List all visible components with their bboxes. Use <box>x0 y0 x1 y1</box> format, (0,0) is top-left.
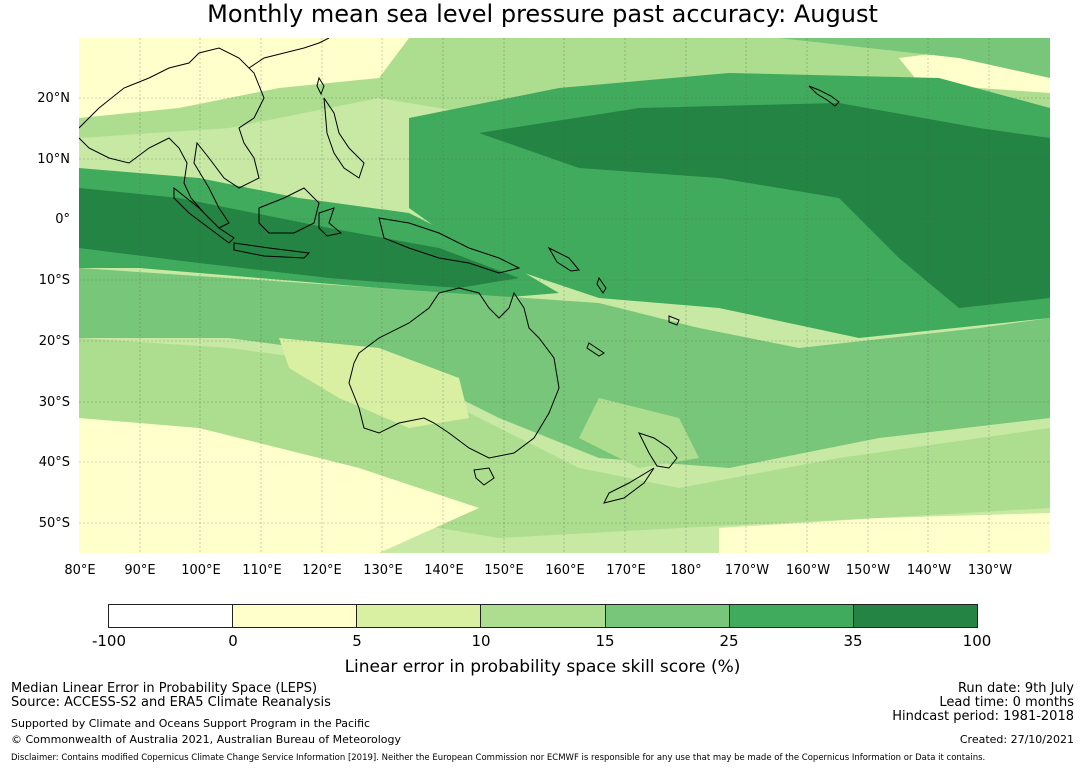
colorbar-tick: 15 <box>595 632 615 650</box>
lon-label: 130°W <box>967 563 1013 578</box>
coast-new-guinea <box>378 217 521 274</box>
colorbar-tick: 25 <box>719 632 739 650</box>
lon-label: 150°W <box>845 563 891 578</box>
colorbar-label: Linear error in probability space skill … <box>344 657 741 677</box>
coast-japan <box>248 38 330 69</box>
lat-label: 20°S <box>38 334 70 349</box>
colorbar-segment <box>109 605 234 627</box>
coast-asia <box>79 47 265 229</box>
coast-vanuatu <box>596 276 607 294</box>
colorbar-tick: 35 <box>843 632 863 650</box>
coast-fiji <box>668 315 680 326</box>
graticule <box>79 38 1050 553</box>
source-text: Source: ACCESS-S2 and ERA5 Climate Reana… <box>11 695 331 710</box>
colorbar-tick: 10 <box>471 632 491 650</box>
hindcast-period: Hindcast period: 1981-2018 <box>892 709 1074 724</box>
lon-label: 100°E <box>181 563 221 578</box>
colorbar-tick: 0 <box>228 632 238 650</box>
lon-label: 140°E <box>424 563 464 578</box>
copyright-text: © Commonwealth of Australia 2021, Austra… <box>11 733 401 746</box>
coast-new-caledonia <box>586 342 605 357</box>
coast-sulawesi <box>318 207 343 237</box>
lat-label: 0° <box>55 212 70 227</box>
colorbar-segment <box>605 605 730 627</box>
lat-label: 40°S <box>38 455 70 470</box>
lat-label: 50°S <box>38 516 70 531</box>
skill-score-map <box>79 38 1050 553</box>
coast-australia <box>348 287 560 459</box>
created-date: Created: 27/10/2021 <box>959 733 1074 746</box>
coast-nz-north <box>638 432 678 469</box>
lat-label: 30°S <box>38 395 70 410</box>
coast-solomons <box>547 246 580 272</box>
coast-taiwan <box>316 76 325 96</box>
lon-label: 160°E <box>545 563 585 578</box>
lon-label: 180° <box>670 563 702 578</box>
coastlines <box>79 38 840 504</box>
lat-label: 20°N <box>37 91 70 106</box>
lat-label: 10°N <box>37 152 70 167</box>
colorbar-tick: -100 <box>91 632 127 650</box>
lon-label: 170°W <box>724 563 770 578</box>
colorbar-segment <box>481 605 606 627</box>
lon-label: 160°W <box>785 563 831 578</box>
lead-time: Lead time: 0 months <box>939 695 1074 710</box>
coast-java <box>233 242 311 259</box>
colorbar-tick: 100 <box>962 632 992 650</box>
coast-philippines <box>323 97 365 179</box>
disclaimer: Disclaimer: Contains modified Copernicus… <box>11 753 986 763</box>
colorbar <box>108 604 978 628</box>
lon-label: 140°W <box>906 563 952 578</box>
colorbar-segment <box>233 605 358 627</box>
run-date: Run date: 9th July <box>957 681 1074 696</box>
lon-label: 80°E <box>64 563 96 578</box>
coast-hawaii <box>808 85 840 107</box>
method-text: Median Linear Error in Probability Space… <box>11 681 318 696</box>
support-text: Supported by Climate and Oceans Support … <box>11 717 371 730</box>
colorbar-segment <box>357 605 482 627</box>
coast-sumatra <box>173 186 235 244</box>
lon-label: 170°E <box>606 563 646 578</box>
map-title: Monthly mean sea level pressure past acc… <box>207 0 878 28</box>
lon-label: 130°E <box>363 563 403 578</box>
coast-tasmania <box>473 467 495 486</box>
coast-nz-south <box>603 467 655 504</box>
skill-field <box>79 38 1050 553</box>
lon-label: 120°E <box>302 563 342 578</box>
lon-label: 110°E <box>242 563 282 578</box>
colorbar-segment <box>729 605 854 627</box>
lat-label: 10°S <box>38 273 70 288</box>
lon-label: 150°E <box>484 563 524 578</box>
coast-borneo <box>258 187 320 234</box>
lon-label: 90°E <box>124 563 156 578</box>
colorbar-tick: 5 <box>352 632 362 650</box>
colorbar-segment <box>853 605 977 627</box>
